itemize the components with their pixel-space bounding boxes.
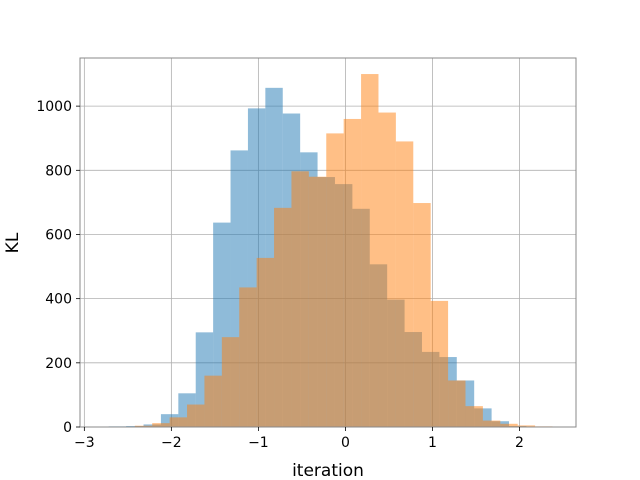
- histogram-bar: [308, 176, 327, 427]
- histogram-bar: [465, 406, 483, 427]
- histogram-bar: [152, 423, 170, 427]
- plot-frame: [79, 57, 577, 428]
- histogram-bar: [395, 141, 414, 427]
- y-tick-label: 200: [45, 356, 72, 372]
- histogram-bar: [343, 118, 362, 428]
- y-tick-label: 800: [45, 163, 72, 179]
- y-axis-ticks: 0 200 400 600 800 1000: [36, 99, 80, 436]
- histogram-bar: [430, 300, 449, 427]
- histogram-bar: [134, 425, 153, 427]
- x-tick-label: 0: [341, 435, 350, 451]
- x-tick-label: −2: [161, 435, 182, 451]
- x-tick-label: −3: [74, 435, 95, 451]
- x-tick-label: −1: [248, 435, 269, 451]
- histogram-bar: [448, 380, 466, 427]
- histogram-bar: [187, 404, 205, 427]
- histogram-bars: [108, 74, 553, 428]
- x-tick-label: 1: [428, 435, 437, 451]
- histogram-bar: [204, 375, 222, 427]
- x-axis-ticks: −3 −2 −1 0 1 2: [74, 427, 524, 451]
- histogram-bar: [517, 425, 536, 427]
- y-axis-label: KL: [3, 232, 23, 253]
- y-tick-label: 400: [45, 292, 72, 308]
- histogram-bar: [274, 207, 292, 427]
- y-tick-label: 600: [45, 227, 72, 243]
- y-tick-label: 1000: [36, 99, 72, 115]
- x-tick-label: 2: [515, 435, 524, 451]
- histogram-bar: [169, 417, 188, 427]
- histogram-bar: [239, 287, 257, 427]
- histogram-bar: [326, 133, 344, 427]
- histogram-bar: [256, 257, 275, 427]
- histogram-bar: [291, 171, 309, 427]
- histogram-series-2: [134, 74, 553, 428]
- histogram-bar: [221, 337, 240, 427]
- x-axis-label: iteration: [292, 461, 364, 480]
- histogram-bar: [500, 423, 518, 427]
- histogram-bar: [361, 74, 379, 427]
- histogram-bar: [378, 112, 396, 428]
- histogram-bar: [413, 203, 431, 427]
- histogram-bar: [482, 420, 501, 427]
- y-tick-label: 0: [63, 420, 72, 436]
